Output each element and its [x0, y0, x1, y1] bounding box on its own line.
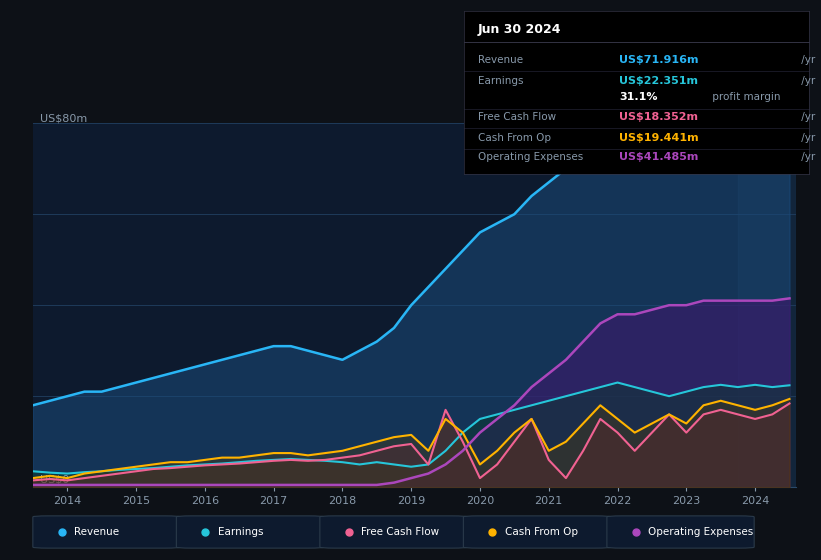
Text: US$18.352m: US$18.352m: [619, 112, 698, 122]
Text: US$19.441m: US$19.441m: [619, 133, 699, 143]
Text: Earnings: Earnings: [478, 76, 523, 86]
FancyBboxPatch shape: [33, 516, 180, 548]
Text: Operating Expenses: Operating Expenses: [478, 152, 583, 162]
Text: US$41.485m: US$41.485m: [619, 152, 699, 162]
Text: /yr: /yr: [798, 133, 815, 143]
Text: Revenue: Revenue: [478, 55, 523, 65]
Text: /yr: /yr: [798, 112, 815, 122]
Bar: [738, 123, 796, 487]
Text: US$22.351m: US$22.351m: [619, 76, 698, 86]
Text: US$71.916m: US$71.916m: [619, 55, 699, 65]
Text: 31.1%: 31.1%: [619, 92, 658, 102]
Text: Free Cash Flow: Free Cash Flow: [361, 527, 439, 537]
Text: profit margin: profit margin: [709, 92, 780, 102]
Text: Free Cash Flow: Free Cash Flow: [478, 112, 556, 122]
Text: Revenue: Revenue: [75, 527, 120, 537]
Text: US$0: US$0: [39, 475, 69, 485]
FancyBboxPatch shape: [463, 516, 611, 548]
Text: Jun 30 2024: Jun 30 2024: [478, 22, 562, 36]
FancyBboxPatch shape: [607, 516, 754, 548]
FancyBboxPatch shape: [177, 516, 323, 548]
Text: US$80m: US$80m: [39, 113, 87, 123]
FancyBboxPatch shape: [320, 516, 467, 548]
Text: Operating Expenses: Operating Expenses: [649, 527, 754, 537]
Text: /yr: /yr: [798, 55, 815, 65]
Text: /yr: /yr: [798, 152, 815, 162]
Text: Earnings: Earnings: [218, 527, 264, 537]
Text: Cash From Op: Cash From Op: [478, 133, 551, 143]
Text: Cash From Op: Cash From Op: [505, 527, 578, 537]
Text: /yr: /yr: [798, 76, 815, 86]
